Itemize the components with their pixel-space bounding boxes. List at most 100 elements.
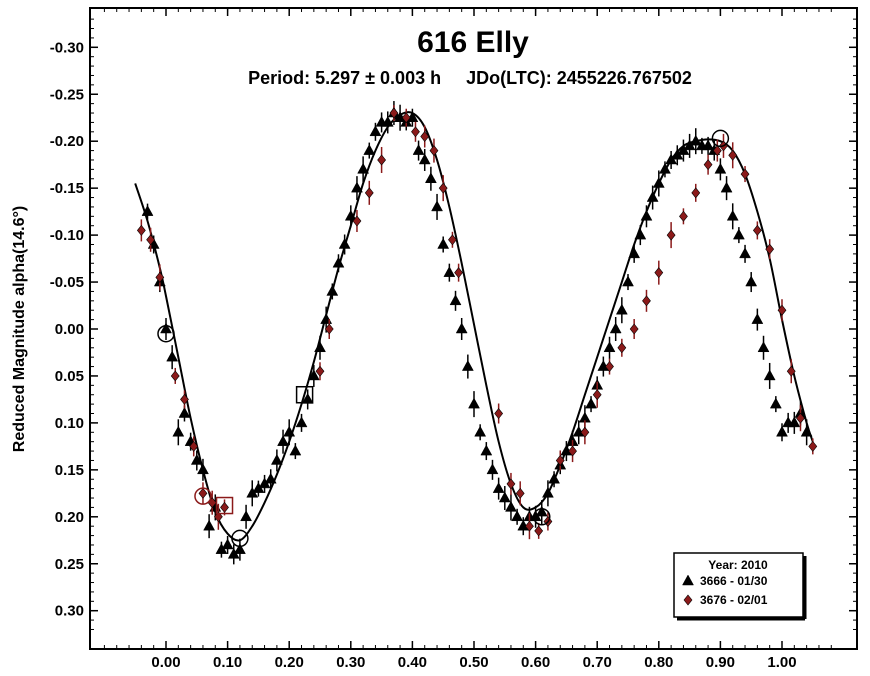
data-point-triangle: [160, 322, 172, 334]
data-point-triangle: [178, 406, 191, 418]
data-point-diamond: [155, 271, 165, 283]
series-3676: [136, 105, 818, 540]
data-point-diamond: [180, 393, 189, 405]
data-point-triangle: [344, 209, 357, 221]
legend-title: Year: 2010: [708, 558, 768, 572]
data-point-diamond: [642, 295, 651, 307]
data-point-triangle: [338, 237, 351, 249]
data-point-triangle: [498, 491, 511, 503]
data-point-triangle: [486, 463, 499, 475]
data-point-diamond: [534, 525, 544, 537]
highlight-circle: [231, 529, 249, 548]
highlight-square: [215, 496, 234, 515]
highlight-markers: [157, 129, 730, 548]
data-point-triangle: [203, 519, 216, 531]
data-point-diamond: [752, 224, 762, 236]
legend: Year: 2010 3666 - 01/30 3676 - 02/01: [673, 552, 807, 621]
data-point-triangle: [702, 139, 715, 151]
data-point-triangle: [455, 322, 468, 334]
x-tick-label: 0.30: [336, 654, 365, 671]
data-point-diamond: [189, 440, 199, 452]
data-point-triangle: [443, 266, 456, 277]
y-tick-label: 0.00: [55, 321, 84, 338]
data-point-triangle: [714, 162, 727, 174]
y-tick-label: -0.20: [50, 133, 84, 150]
data-point-triangle: [652, 176, 665, 188]
data-point-diamond: [377, 154, 386, 166]
data-point-triangle: [548, 472, 561, 484]
data-point-triangle: [745, 275, 758, 287]
data-point-triangle: [776, 425, 788, 437]
data-point-triangle: [264, 472, 277, 484]
data-series: [136, 101, 818, 565]
data-point-triangle: [437, 237, 450, 249]
data-point-diamond: [213, 511, 223, 523]
data-point-triangle: [492, 482, 505, 493]
data-point-triangle: [240, 510, 253, 522]
x-tick-label: 0.10: [213, 654, 242, 671]
x-tick-label: 0.90: [706, 654, 735, 671]
data-point-diamond: [324, 323, 334, 335]
data-point-diamond: [429, 145, 439, 157]
data-point-triangle: [351, 181, 363, 193]
data-point-diamond: [605, 361, 614, 373]
data-point-diamond: [411, 126, 420, 138]
data-point-diamond: [170, 370, 180, 382]
data-point-triangle: [585, 397, 597, 409]
data-point-diamond: [629, 323, 639, 335]
series-3666: [141, 101, 813, 565]
data-point-diamond: [494, 408, 504, 419]
data-point-triangle: [628, 247, 641, 259]
data-point-triangle: [622, 275, 634, 287]
data-point-diamond: [515, 487, 525, 499]
data-point-triangle: [726, 209, 739, 221]
data-point-diamond: [525, 520, 534, 532]
data-point-triangle: [412, 144, 425, 155]
data-point-triangle: [646, 191, 659, 202]
y-tick-label: -0.10: [50, 227, 84, 244]
data-point-diamond: [786, 365, 796, 377]
data-point-diamond: [438, 182, 448, 194]
data-point-diamond: [703, 159, 713, 171]
data-point-diamond: [568, 445, 577, 457]
data-point-triangle: [172, 425, 185, 437]
data-point-triangle: [289, 444, 302, 456]
data-point-triangle: [424, 172, 437, 184]
data-point-triangle: [615, 303, 628, 315]
data-point-triangle: [751, 313, 764, 324]
y-tick-label: -0.05: [50, 274, 84, 291]
data-point-triangle: [640, 209, 653, 221]
data-point-diamond: [352, 215, 362, 227]
data-point-triangle: [314, 341, 326, 353]
data-point-diamond: [364, 187, 374, 199]
legend-entry-label: 3676 - 02/01: [700, 593, 768, 607]
data-point-diamond: [679, 210, 688, 222]
data-point-diamond: [506, 478, 516, 490]
data-point-diamond: [712, 145, 722, 157]
data-point-triangle: [461, 360, 474, 371]
data-point-diamond: [728, 149, 738, 161]
data-point-diamond: [220, 501, 229, 513]
data-point-diamond: [580, 426, 590, 438]
data-point-triangle: [800, 425, 813, 437]
data-point-diamond: [401, 112, 411, 124]
data-point-diamond: [740, 168, 750, 180]
data-point-triangle: [480, 444, 493, 456]
data-point-triangle: [659, 162, 671, 174]
y-tick-label: 0.20: [55, 509, 84, 526]
data-point-triangle: [357, 162, 370, 174]
x-tick-label: 0.70: [583, 654, 612, 671]
fit-curve: [134, 111, 814, 542]
data-point-diamond: [136, 224, 146, 236]
data-point-triangle: [757, 341, 770, 353]
data-point-triangle: [363, 144, 376, 155]
data-point-diamond: [198, 487, 208, 499]
data-point-triangle: [634, 228, 647, 240]
data-point-diamond: [617, 342, 627, 354]
x-tick-label: 0.20: [275, 654, 304, 671]
data-point-diamond: [691, 187, 701, 199]
x-tick-label: 0.00: [151, 654, 180, 671]
data-point-diamond: [666, 229, 676, 241]
legend-marker-triangle: [682, 574, 694, 586]
